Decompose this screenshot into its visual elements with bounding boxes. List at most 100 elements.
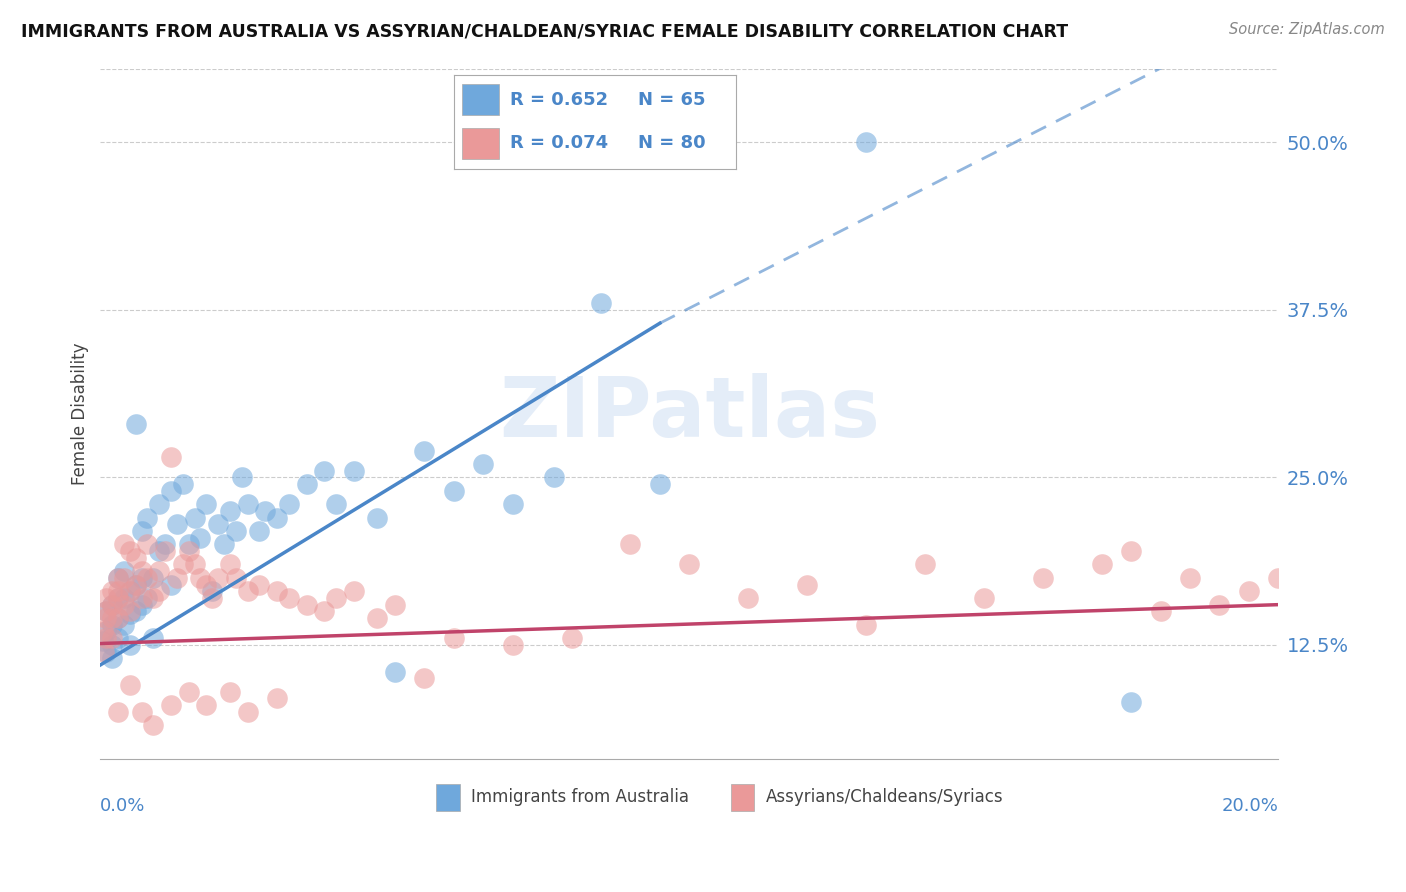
Point [266,691,288,706]
Point [413,671,436,685]
Point [112,571,135,585]
Point [136,571,159,585]
Point [153,544,176,558]
Point [236,584,259,599]
Point [125,604,148,618]
Point [648,477,671,491]
Point [101,611,124,625]
Point [1208,598,1230,612]
Point [118,604,141,618]
Point [472,457,495,471]
Point [855,135,877,149]
Point [855,617,877,632]
Text: Assyrians/Chaldeans/Syriacs: Assyrians/Chaldeans/Syriacs [766,789,1004,806]
Point [1119,544,1142,558]
Point [160,483,183,498]
Point [118,638,141,652]
Point [112,564,135,578]
Point [91,633,114,648]
Point [443,631,465,645]
Point [166,517,188,532]
Point [160,698,183,713]
Point [502,497,524,511]
Point [231,470,253,484]
Point [131,598,153,612]
FancyBboxPatch shape [731,784,754,811]
Point [107,584,129,599]
Point [125,577,148,591]
Point [973,591,995,605]
Point [172,558,194,572]
Point [118,678,141,692]
Point [166,571,188,585]
Point [443,483,465,498]
Point [125,417,148,431]
Point [125,577,148,591]
Point [101,617,124,632]
Point [1178,571,1201,585]
Point [1237,584,1260,599]
Point [112,537,135,551]
Point [384,598,406,612]
Point [96,604,118,618]
Point [266,510,288,524]
Point [96,604,118,618]
Point [1267,571,1289,585]
Point [190,571,212,585]
Point [190,531,212,545]
Point [502,638,524,652]
Point [142,631,165,645]
Point [212,537,235,551]
Point [201,591,224,605]
Point [107,611,129,625]
Point [195,577,218,591]
Point [142,571,165,585]
Point [796,577,818,591]
Point [201,584,224,599]
Point [1091,558,1114,572]
Text: IMMIGRANTS FROM AUSTRALIA VS ASSYRIAN/CHALDEAN/SYRIAC FEMALE DISABILITY CORRELAT: IMMIGRANTS FROM AUSTRALIA VS ASSYRIAN/CH… [21,22,1069,40]
Point [96,644,118,658]
FancyBboxPatch shape [436,784,460,811]
Point [136,537,159,551]
Point [619,537,641,551]
Point [131,524,153,538]
Point [148,497,170,511]
Point [101,631,124,645]
Point [589,296,612,310]
Point [561,631,583,645]
Point [247,524,270,538]
Point [247,577,270,591]
Point [177,685,200,699]
Point [543,470,565,484]
Point [142,591,165,605]
Point [219,558,242,572]
Point [172,477,194,491]
Point [96,591,118,605]
Point [678,558,700,572]
Point [96,611,118,625]
Point [343,464,366,478]
Text: 20.0%: 20.0% [1222,797,1278,814]
Point [131,564,153,578]
Point [413,443,436,458]
Point [153,537,176,551]
Point [107,611,129,625]
Point [107,705,129,719]
Point [107,591,129,605]
Point [112,617,135,632]
Point [277,591,299,605]
Point [160,577,183,591]
Point [914,558,936,572]
Point [195,698,218,713]
Point [93,644,115,658]
Y-axis label: Female Disability: Female Disability [72,343,89,485]
Point [1149,604,1171,618]
Point [112,598,135,612]
Point [148,564,170,578]
Point [107,571,129,585]
Point [384,665,406,679]
Point [107,591,129,605]
Point [101,598,124,612]
Point [177,537,200,551]
